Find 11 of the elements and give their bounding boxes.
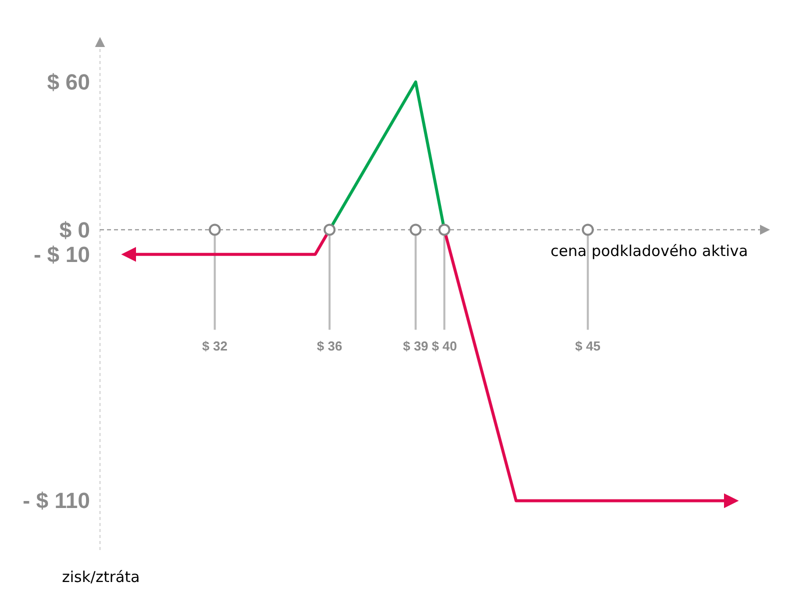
y-tick-label: $ 60 [47,69,90,94]
y-tick-label: - $ 110 [22,488,90,514]
y-tick-label: - $ 10 [34,242,90,267]
x-tick-label: $ 32 [202,338,228,354]
x-tick-label: $ 39 [402,338,428,354]
x-tick-label: $ 45 [575,338,600,354]
y-tick-label: $ 0 [59,217,90,242]
x-tick-label: $ 36 [316,338,342,354]
x-tick-label: $ 40 [432,338,458,354]
x-axis-title: cena podkladového aktiva [550,242,748,260]
y-axis-title: zisk/ztráta [62,568,140,586]
